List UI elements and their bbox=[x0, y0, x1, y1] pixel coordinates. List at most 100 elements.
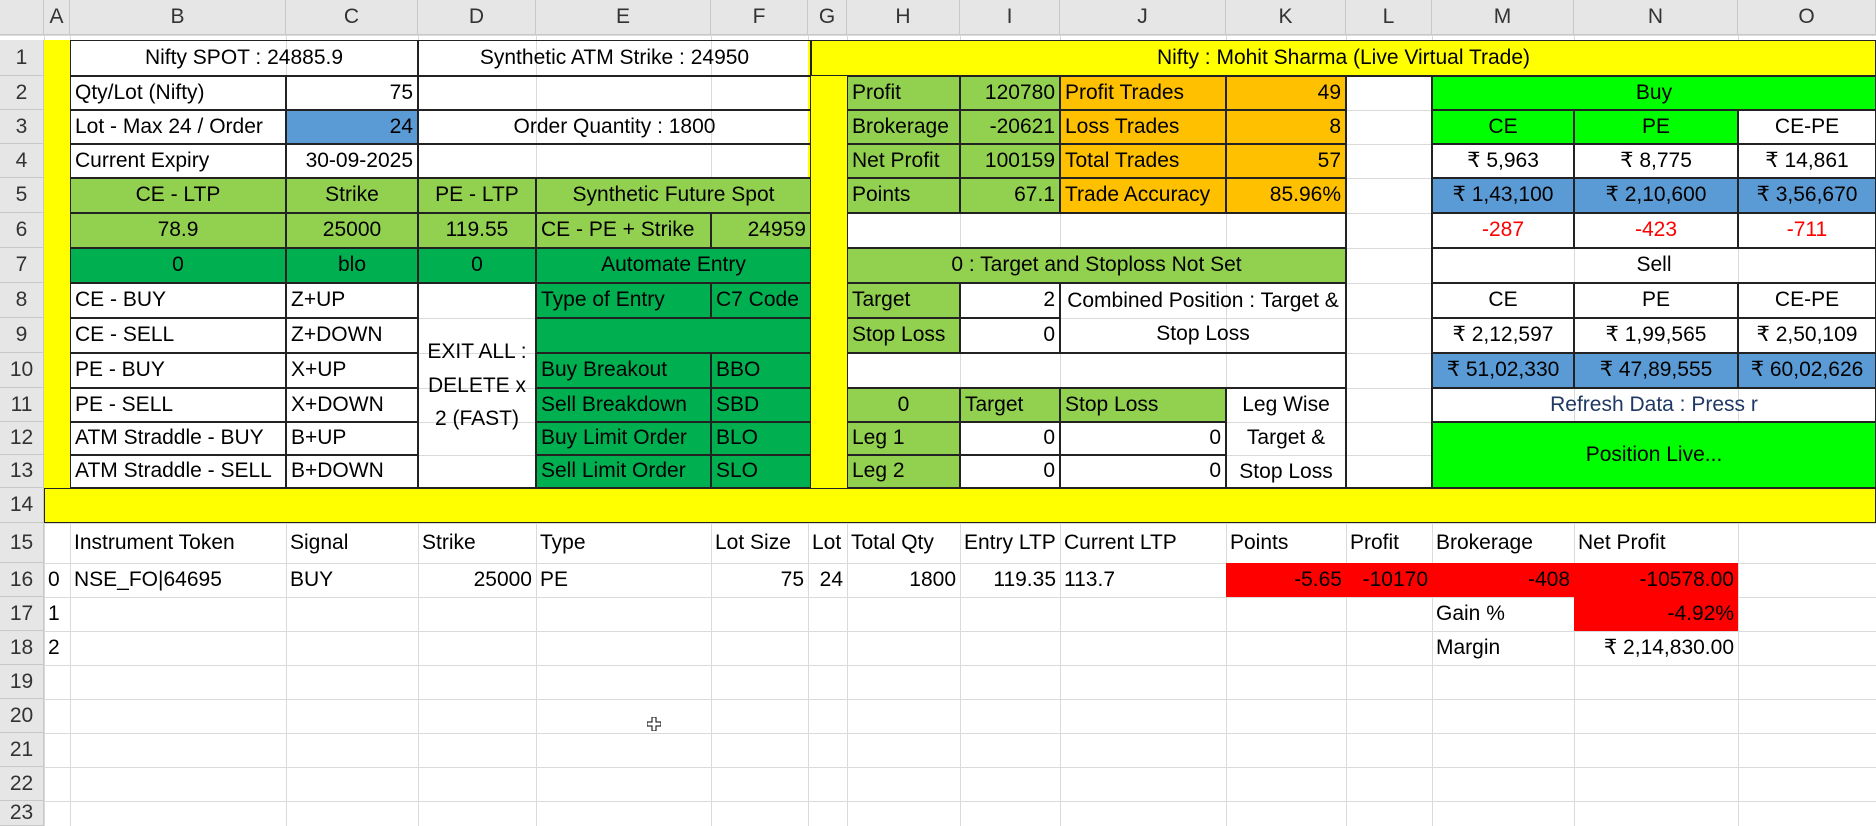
column-header-o[interactable]: O bbox=[1738, 0, 1876, 35]
row-header-7[interactable]: 7 bbox=[0, 248, 44, 283]
row-header-21[interactable]: 21 bbox=[0, 733, 44, 767]
blank-column-l[interactable] bbox=[1346, 76, 1432, 488]
blank-stats-row6[interactable] bbox=[847, 213, 1346, 248]
position-profit[interactable]: -10170 bbox=[1346, 563, 1432, 597]
column-header-d[interactable]: D bbox=[418, 0, 536, 35]
position-points[interactable]: -5.65 bbox=[1226, 563, 1346, 597]
position-token[interactable]: NSE_FO|64695 bbox=[74, 567, 222, 591]
row-header-23[interactable]: 23 bbox=[0, 801, 44, 826]
column-header-j[interactable]: J bbox=[1060, 0, 1226, 35]
column-header-c[interactable]: C bbox=[286, 0, 418, 35]
position-current-ltp[interactable]: 113.7 bbox=[1064, 567, 1115, 591]
column-header-i[interactable]: I bbox=[960, 0, 1060, 35]
entry-type-name[interactable]: Buy Breakout bbox=[536, 353, 711, 388]
shortcut-label: ATM Straddle - BUY bbox=[70, 422, 286, 455]
entry-type-name[interactable]: Buy Limit Order bbox=[536, 422, 711, 455]
leg2-target-input[interactable]: 0 bbox=[960, 455, 1060, 488]
leg-wise-note: Leg Wise Target & Stop Loss bbox=[1226, 388, 1346, 488]
column-header-f[interactable]: F bbox=[711, 0, 808, 35]
shortcut-key: Z+UP bbox=[286, 283, 418, 318]
qty-lot-value[interactable]: 75 bbox=[286, 76, 418, 110]
column-header-g[interactable]: G bbox=[808, 0, 847, 35]
margin-value[interactable]: ₹ 2,14,830.00 bbox=[1603, 635, 1734, 659]
position-lot-size[interactable]: 75 bbox=[780, 567, 804, 591]
gridline-horizontal bbox=[0, 733, 1876, 734]
positions-column-header: Type bbox=[540, 530, 586, 554]
position-brokerage[interactable]: -408 bbox=[1432, 563, 1574, 597]
entry-type-code[interactable]: BBO bbox=[711, 353, 811, 388]
column-header-m[interactable]: M bbox=[1432, 0, 1574, 35]
position-signal[interactable]: BUY bbox=[290, 567, 334, 591]
buy-cepe-change: -711 bbox=[1738, 213, 1876, 248]
row-header-6[interactable]: 6 bbox=[0, 213, 44, 248]
row-header-12[interactable]: 12 bbox=[0, 422, 44, 455]
column-header-k[interactable]: K bbox=[1226, 0, 1346, 35]
row7-d-value[interactable]: 0 bbox=[418, 248, 536, 283]
column-header-e[interactable]: E bbox=[536, 0, 711, 35]
row-header-1[interactable]: 1 bbox=[0, 40, 44, 76]
blank-cell-d2[interactable] bbox=[418, 76, 811, 110]
row-header-11[interactable]: 11 bbox=[0, 388, 44, 422]
row-header-22[interactable]: 22 bbox=[0, 767, 44, 801]
select-all-corner[interactable] bbox=[0, 0, 44, 35]
row-header-8[interactable]: 8 bbox=[0, 283, 44, 318]
blank-green-row bbox=[536, 318, 811, 353]
position-entry-ltp[interactable]: 119.35 bbox=[993, 567, 1056, 591]
expiry-value[interactable]: 30-09-2025 bbox=[286, 144, 418, 178]
shortcut-key: X+UP bbox=[286, 353, 418, 388]
row7-b-value[interactable]: 0 bbox=[70, 248, 286, 283]
column-header-a[interactable]: A bbox=[44, 0, 70, 35]
refresh-data-note: Refresh Data : Press r bbox=[1432, 388, 1876, 422]
row-header-19[interactable]: 19 bbox=[0, 665, 44, 699]
row-header-4[interactable]: 4 bbox=[0, 144, 44, 178]
row-header-2[interactable]: 2 bbox=[0, 76, 44, 110]
blank-stats-row10[interactable] bbox=[847, 353, 1346, 388]
entry-type-code[interactable]: SLO bbox=[711, 455, 811, 488]
buy-pe-margin: ₹ 2,10,600 bbox=[1574, 178, 1738, 213]
blank-cell-d4[interactable] bbox=[418, 144, 811, 178]
target-input[interactable]: 2 bbox=[960, 283, 1060, 318]
leg2-stoploss-input[interactable]: 0 bbox=[1060, 455, 1226, 488]
shortcut-key: X+DOWN bbox=[286, 388, 418, 422]
row-header-16[interactable]: 16 bbox=[0, 563, 44, 597]
row-header-9[interactable]: 9 bbox=[0, 318, 44, 353]
leg1-stoploss-input[interactable]: 0 bbox=[1060, 422, 1226, 455]
row-header-15[interactable]: 15 bbox=[0, 523, 44, 563]
row-header-13[interactable]: 13 bbox=[0, 455, 44, 488]
entry-type-name[interactable]: Sell Breakdown bbox=[536, 388, 711, 422]
position-total-qty[interactable]: 1800 bbox=[909, 567, 956, 591]
stop-loss-input[interactable]: 0 bbox=[960, 318, 1060, 353]
column-header-l[interactable]: L bbox=[1346, 0, 1432, 35]
column-header-h[interactable]: H bbox=[847, 0, 960, 35]
row-header-14[interactable]: 14 bbox=[0, 488, 44, 523]
position-type[interactable]: PE bbox=[540, 567, 569, 591]
buy-pe-change: -423 bbox=[1574, 213, 1738, 248]
sell-title: Sell bbox=[1432, 248, 1876, 283]
points-value: 67.1 bbox=[960, 178, 1060, 213]
row-header-10[interactable]: 10 bbox=[0, 353, 44, 388]
column-header-b[interactable]: B bbox=[70, 0, 286, 35]
entry-type-code[interactable]: BLO bbox=[711, 422, 811, 455]
leg1-target-input[interactable]: 0 bbox=[960, 422, 1060, 455]
row-header-3[interactable]: 3 bbox=[0, 110, 44, 144]
lot-max-input[interactable]: 24 bbox=[286, 110, 418, 144]
profit-value: 120780 bbox=[960, 76, 1060, 110]
gain-value[interactable]: -4.92% bbox=[1574, 597, 1738, 631]
buy-cepe-value: ₹ 14,861 bbox=[1738, 144, 1876, 178]
position-lot[interactable]: 24 bbox=[819, 567, 843, 591]
row-header-20[interactable]: 20 bbox=[0, 699, 44, 733]
position-strike[interactable]: 25000 bbox=[473, 567, 532, 591]
row-header-5[interactable]: 5 bbox=[0, 178, 44, 213]
shortcut-label: CE - SELL bbox=[70, 318, 286, 353]
c7-code-input[interactable]: blo bbox=[286, 248, 418, 283]
position-net-profit[interactable]: -10578.00 bbox=[1574, 563, 1738, 597]
positions-column-header: Net Profit bbox=[1578, 530, 1666, 554]
entry-type-code[interactable]: SBD bbox=[711, 388, 811, 422]
leg2-label: Leg 2 bbox=[847, 455, 960, 488]
row-header-17[interactable]: 17 bbox=[0, 597, 44, 631]
positions-column-header: Instrument Token bbox=[74, 530, 235, 554]
row-header-18[interactable]: 18 bbox=[0, 631, 44, 665]
entry-type-name[interactable]: Sell Limit Order bbox=[536, 455, 711, 488]
column-header-n[interactable]: N bbox=[1574, 0, 1738, 35]
